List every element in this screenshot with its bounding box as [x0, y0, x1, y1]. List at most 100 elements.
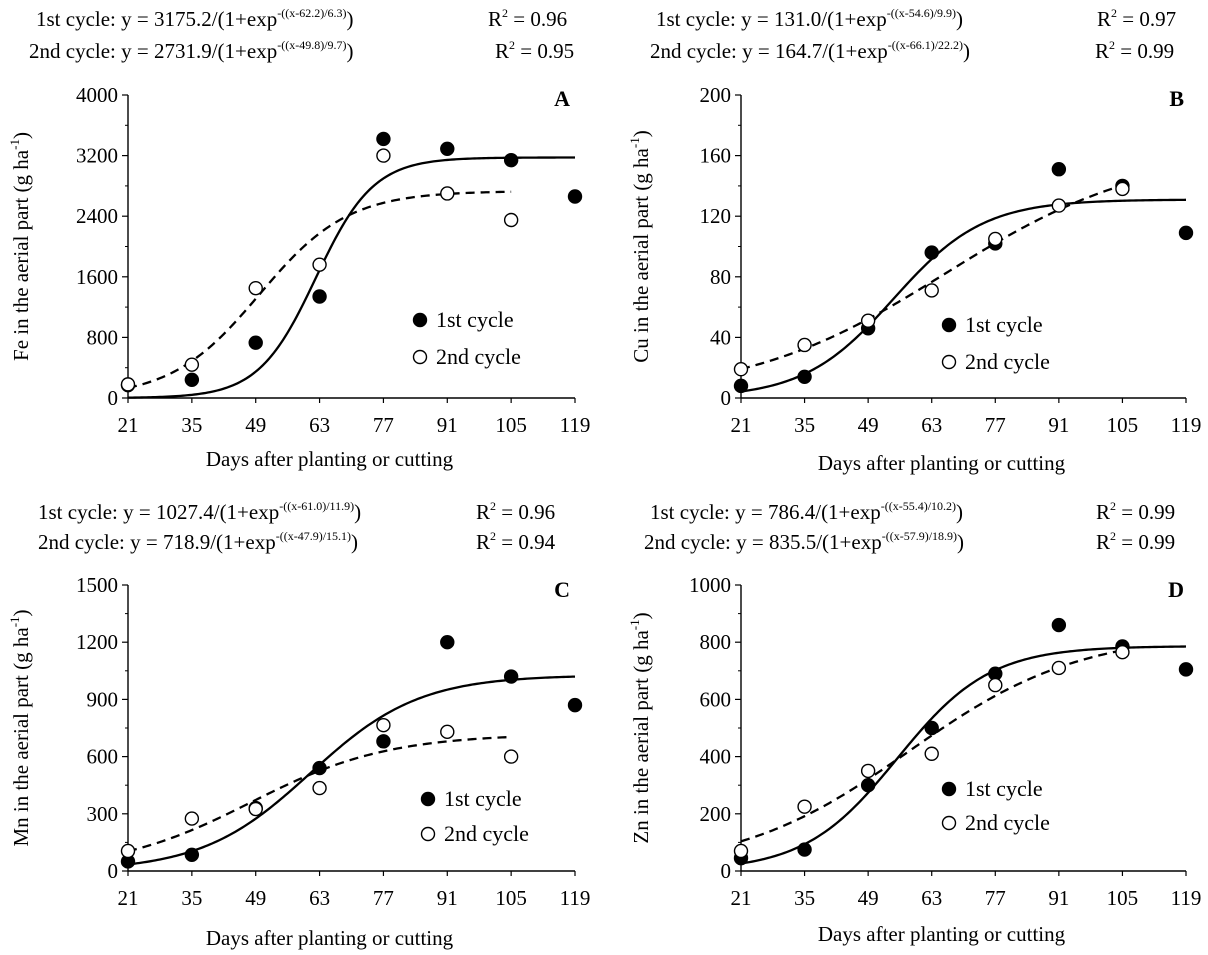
legend-marker-2nd-cycle	[941, 354, 957, 370]
point-2nd-cycle	[376, 717, 391, 733]
y-tick-label: 2400	[76, 204, 118, 228]
r-squared: R2 = 0.96	[476, 499, 556, 524]
x-tick-label: 77	[985, 413, 1006, 437]
x-tick-label: 63	[309, 413, 330, 437]
x-axis-label: Days after planting or cutting	[206, 447, 454, 471]
r-squared: R2 = 0.99	[1096, 529, 1176, 554]
point-2nd-cycle	[797, 337, 812, 353]
chart-a: 0 800 1600 2400 3200 4000 21 35 49 63 77 91 105 119 Da…	[7, 83, 590, 471]
fit-line-2nd-cycle	[740, 184, 1123, 371]
point-2nd-cycle	[733, 843, 749, 859]
y-axis-label: Fe in the aerial part (g ha-1)	[7, 132, 33, 361]
point-1st-cycle	[184, 372, 200, 388]
x-tick-label: 21	[118, 886, 139, 910]
legend-marker-2nd-cycle	[420, 826, 436, 842]
x-tick-label: 21	[731, 886, 752, 910]
x-axis-label: Days after planting or cutting	[818, 451, 1066, 475]
point-2nd-cycle	[1051, 660, 1067, 676]
x-tick-label: 77	[373, 413, 394, 437]
y-tick-label: 0	[721, 386, 732, 410]
equation-2nd-cycle: 2nd cycle: y = 164.7/(1+exp-((x-66.1)/22…	[650, 38, 1175, 63]
x-tick-label: 35	[181, 413, 202, 437]
legend-label-1st-cycle: 1st cycle	[965, 776, 1043, 801]
y-tick-label: 800	[87, 325, 119, 349]
point-2nd-cycle	[248, 280, 263, 296]
y-axis-label-superscript: -1	[627, 619, 642, 630]
point-1st-cycle	[1178, 225, 1194, 241]
legend-label-1st-cycle: 1st cycle	[436, 307, 514, 332]
point-2nd-cycle	[248, 801, 263, 817]
point-2nd-cycle	[184, 811, 200, 826]
y-tick-label: 800	[700, 630, 732, 654]
point-1st-cycle	[924, 245, 939, 260]
x-tick-label: 105	[1107, 886, 1139, 910]
chart-d: 0 200 400 600 800 1000 21 35 49 63 77 91 105 119 Days …	[627, 573, 1201, 946]
point-2nd-cycle	[988, 231, 1003, 247]
x-tick-label: 91	[1048, 886, 1069, 910]
point-2nd-cycle	[503, 212, 519, 228]
x-tick-label: 105	[495, 413, 527, 437]
y-tick-label: 3200	[76, 144, 118, 168]
point-2nd-cycle	[924, 283, 939, 298]
point-2nd-cycle	[860, 313, 876, 328]
x-tick-label: 35	[794, 413, 815, 437]
legend-marker-2nd-cycle	[412, 349, 428, 365]
point-2nd-cycle	[988, 677, 1003, 693]
x-tick-label: 21	[118, 413, 139, 437]
x-tick-label: 105	[1107, 413, 1139, 437]
equation-1st-cycle: 1st cycle: y = 1027.4/(1+exp-((x-61.0)/1…	[38, 499, 556, 524]
point-1st-cycle	[376, 734, 391, 749]
point-2nd-cycle	[924, 746, 939, 761]
legend-marker-1st-cycle	[941, 317, 957, 333]
y-tick-label: 600	[87, 745, 119, 769]
equation-2nd-cycle: 2nd cycle: y = 2731.9/(1+exp-((x-49.8)/9…	[29, 38, 575, 63]
panel-letter: B	[1169, 86, 1184, 111]
point-2nd-cycle	[184, 357, 200, 372]
legend-label-2nd-cycle: 2nd cycle	[965, 349, 1050, 374]
point-1st-cycle	[248, 335, 263, 350]
r-squared: R2 = 0.97	[1097, 6, 1177, 31]
legend: 1st cycle 2nd cycle	[412, 307, 521, 369]
x-tick-label: 119	[560, 886, 591, 910]
point-1st-cycle	[797, 369, 812, 384]
x-tick-label: 63	[921, 886, 942, 910]
y-axis-label-superscript: -1	[7, 616, 22, 627]
x-tick-label: 49	[858, 886, 879, 910]
y-axis-label: Cu in the aerial part (g ha-1)	[627, 130, 653, 362]
legend-marker-1st-cycle	[420, 791, 436, 807]
point-1st-cycle	[440, 141, 455, 156]
point-1st-cycle	[503, 152, 519, 168]
y-axis-label-close: )	[629, 612, 653, 619]
point-2nd-cycle	[120, 843, 136, 859]
x-tick-label: 105	[495, 886, 527, 910]
point-1st-cycle	[312, 289, 327, 304]
point-1st-cycle	[567, 697, 583, 713]
x-axis-label: Days after planting or cutting	[818, 922, 1066, 946]
y-axis-label-superscript: -1	[7, 139, 22, 150]
point-2nd-cycle	[440, 186, 455, 201]
y-tick-label: 40	[710, 325, 731, 349]
y-tick-label: 0	[108, 859, 119, 883]
x-tick-label: 49	[245, 413, 266, 437]
legend-marker-1st-cycle	[941, 781, 957, 797]
y-tick-label: 120	[700, 204, 732, 228]
equation-1st-cycle: 1st cycle: y = 131.0/(1+exp-((x-54.6)/9.…	[656, 6, 1177, 31]
legend-label-2nd-cycle: 2nd cycle	[965, 810, 1050, 835]
fit-line-1st-cycle	[740, 645, 1187, 865]
y-tick-label: 400	[700, 745, 732, 769]
y-tick-label: 200	[700, 83, 732, 107]
point-2nd-cycle	[733, 362, 749, 377]
y-tick-label: 200	[700, 802, 732, 826]
x-axis-label: Days after planting or cutting	[206, 926, 454, 950]
y-tick-label: 80	[710, 265, 731, 289]
y-tick-label: 1500	[76, 573, 118, 597]
fit-line-1st-cycle	[127, 675, 576, 866]
y-tick-label: 0	[721, 859, 732, 883]
x-tick-label: 91	[437, 886, 458, 910]
point-1st-cycle	[312, 760, 327, 776]
equation-1st-cycle: 1st cycle: y = 786.4/(1+exp-((x-55.4)/10…	[650, 499, 1176, 524]
legend-label-1st-cycle: 1st cycle	[444, 786, 522, 811]
x-tick-label: 77	[373, 886, 394, 910]
panel-letter: C	[554, 577, 570, 602]
equation-2nd-cycle: 2nd cycle: y = 718.9/(1+exp-((x-47.9)/15…	[38, 529, 556, 554]
